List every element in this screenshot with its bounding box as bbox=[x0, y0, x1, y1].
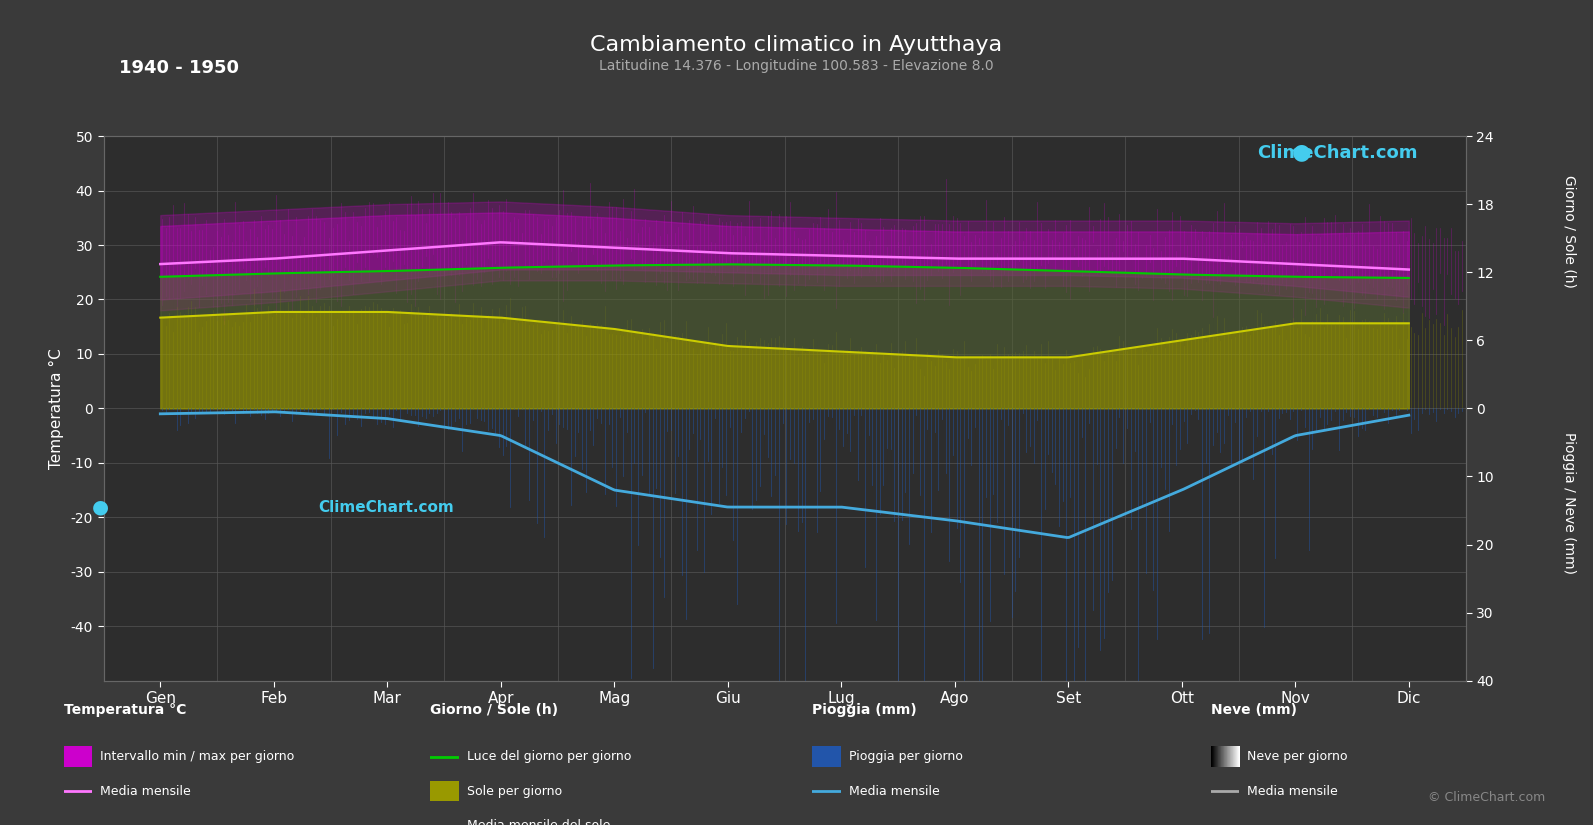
Text: Pioggia / Neve (mm): Pioggia / Neve (mm) bbox=[1563, 432, 1575, 574]
Text: 1940 - 1950: 1940 - 1950 bbox=[119, 59, 239, 78]
Text: Intervallo min / max per giorno: Intervallo min / max per giorno bbox=[100, 750, 295, 763]
Text: Temperatura °C: Temperatura °C bbox=[64, 703, 186, 717]
Text: ClimeChart.com: ClimeChart.com bbox=[319, 500, 454, 515]
Text: Media mensile del sole: Media mensile del sole bbox=[467, 819, 610, 825]
Text: Pioggia per giorno: Pioggia per giorno bbox=[849, 750, 962, 763]
Text: Media mensile: Media mensile bbox=[100, 785, 191, 798]
Text: Media mensile: Media mensile bbox=[849, 785, 940, 798]
Text: Cambiamento climatico in Ayutthaya: Cambiamento climatico in Ayutthaya bbox=[591, 35, 1002, 54]
Text: © ClimeChart.com: © ClimeChart.com bbox=[1427, 791, 1545, 804]
Text: Sole per giorno: Sole per giorno bbox=[467, 785, 562, 798]
Text: Neve per giorno: Neve per giorno bbox=[1247, 750, 1348, 763]
Text: Neve (mm): Neve (mm) bbox=[1211, 703, 1297, 717]
Text: ●: ● bbox=[92, 497, 108, 517]
Text: ClimeChart.com: ClimeChart.com bbox=[1257, 144, 1418, 162]
Text: Giorno / Sole (h): Giorno / Sole (h) bbox=[1563, 175, 1575, 287]
Text: Latitudine 14.376 - Longitudine 100.583 - Elevazione 8.0: Latitudine 14.376 - Longitudine 100.583 … bbox=[599, 59, 994, 73]
Text: ●: ● bbox=[1292, 143, 1311, 163]
Y-axis label: Temperatura °C: Temperatura °C bbox=[49, 348, 64, 469]
Text: Giorno / Sole (h): Giorno / Sole (h) bbox=[430, 703, 558, 717]
Text: Media mensile: Media mensile bbox=[1247, 785, 1338, 798]
Text: Luce del giorno per giorno: Luce del giorno per giorno bbox=[467, 750, 631, 763]
Text: Pioggia (mm): Pioggia (mm) bbox=[812, 703, 918, 717]
